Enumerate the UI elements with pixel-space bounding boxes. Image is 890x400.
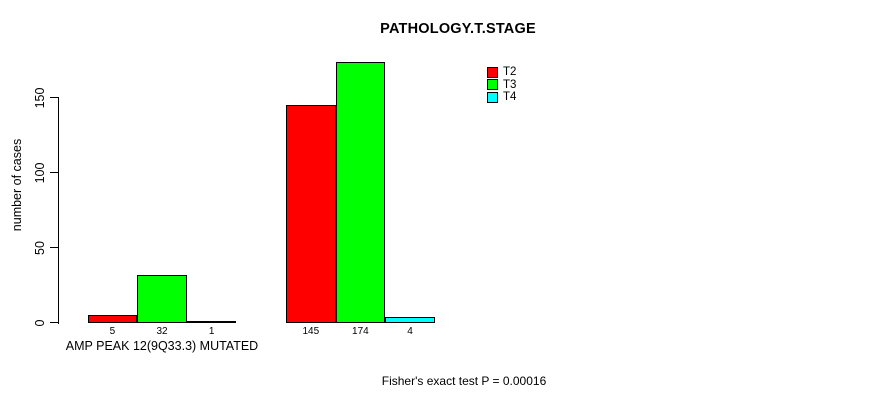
- bar-value-label: 174: [352, 325, 369, 337]
- bar-value-label: 145: [302, 325, 320, 337]
- bar: [137, 274, 187, 323]
- y-tick-label: 150: [33, 87, 47, 108]
- group-label: AMP PEAK 12(9Q33.3) MUTATED: [65, 339, 259, 353]
- y-tick-label: 50: [33, 240, 47, 255]
- y-tick: [50, 322, 59, 323]
- legend-row: T2: [487, 66, 516, 79]
- bar-value-label: 1: [208, 325, 215, 337]
- legend-swatch-t2: [487, 66, 498, 78]
- y-tick: [50, 247, 59, 248]
- legend-label: T2: [503, 66, 517, 78]
- y-axis-title: number of cases: [10, 138, 24, 232]
- chart-title: PATHOLOGY.T.STAGE: [380, 21, 536, 37]
- bar-value-label: 32: [156, 325, 168, 337]
- legend-row: T3: [487, 79, 516, 92]
- legend-row: T4: [487, 91, 516, 104]
- bar: [335, 61, 386, 323]
- legend: T2 T3 T4: [487, 66, 516, 104]
- bar-value-label: 4: [407, 325, 413, 337]
- legend-label: T4: [503, 91, 517, 103]
- y-tick-label: 0: [33, 319, 47, 326]
- y-axis-line: [58, 97, 59, 324]
- y-tick-label: 100: [33, 162, 47, 183]
- legend-label: T3: [503, 78, 517, 91]
- y-tick: [50, 97, 59, 98]
- bar: [286, 105, 336, 323]
- footnote: Fisher's exact test P = 0.00016: [381, 374, 547, 388]
- bar: [186, 320, 237, 323]
- legend-swatch-t4: [487, 91, 498, 103]
- bar-value-label: 5: [109, 325, 116, 337]
- y-tick: [50, 172, 59, 173]
- bar: [87, 315, 138, 323]
- bar: [385, 316, 435, 323]
- legend-swatch-t3: [487, 79, 498, 91]
